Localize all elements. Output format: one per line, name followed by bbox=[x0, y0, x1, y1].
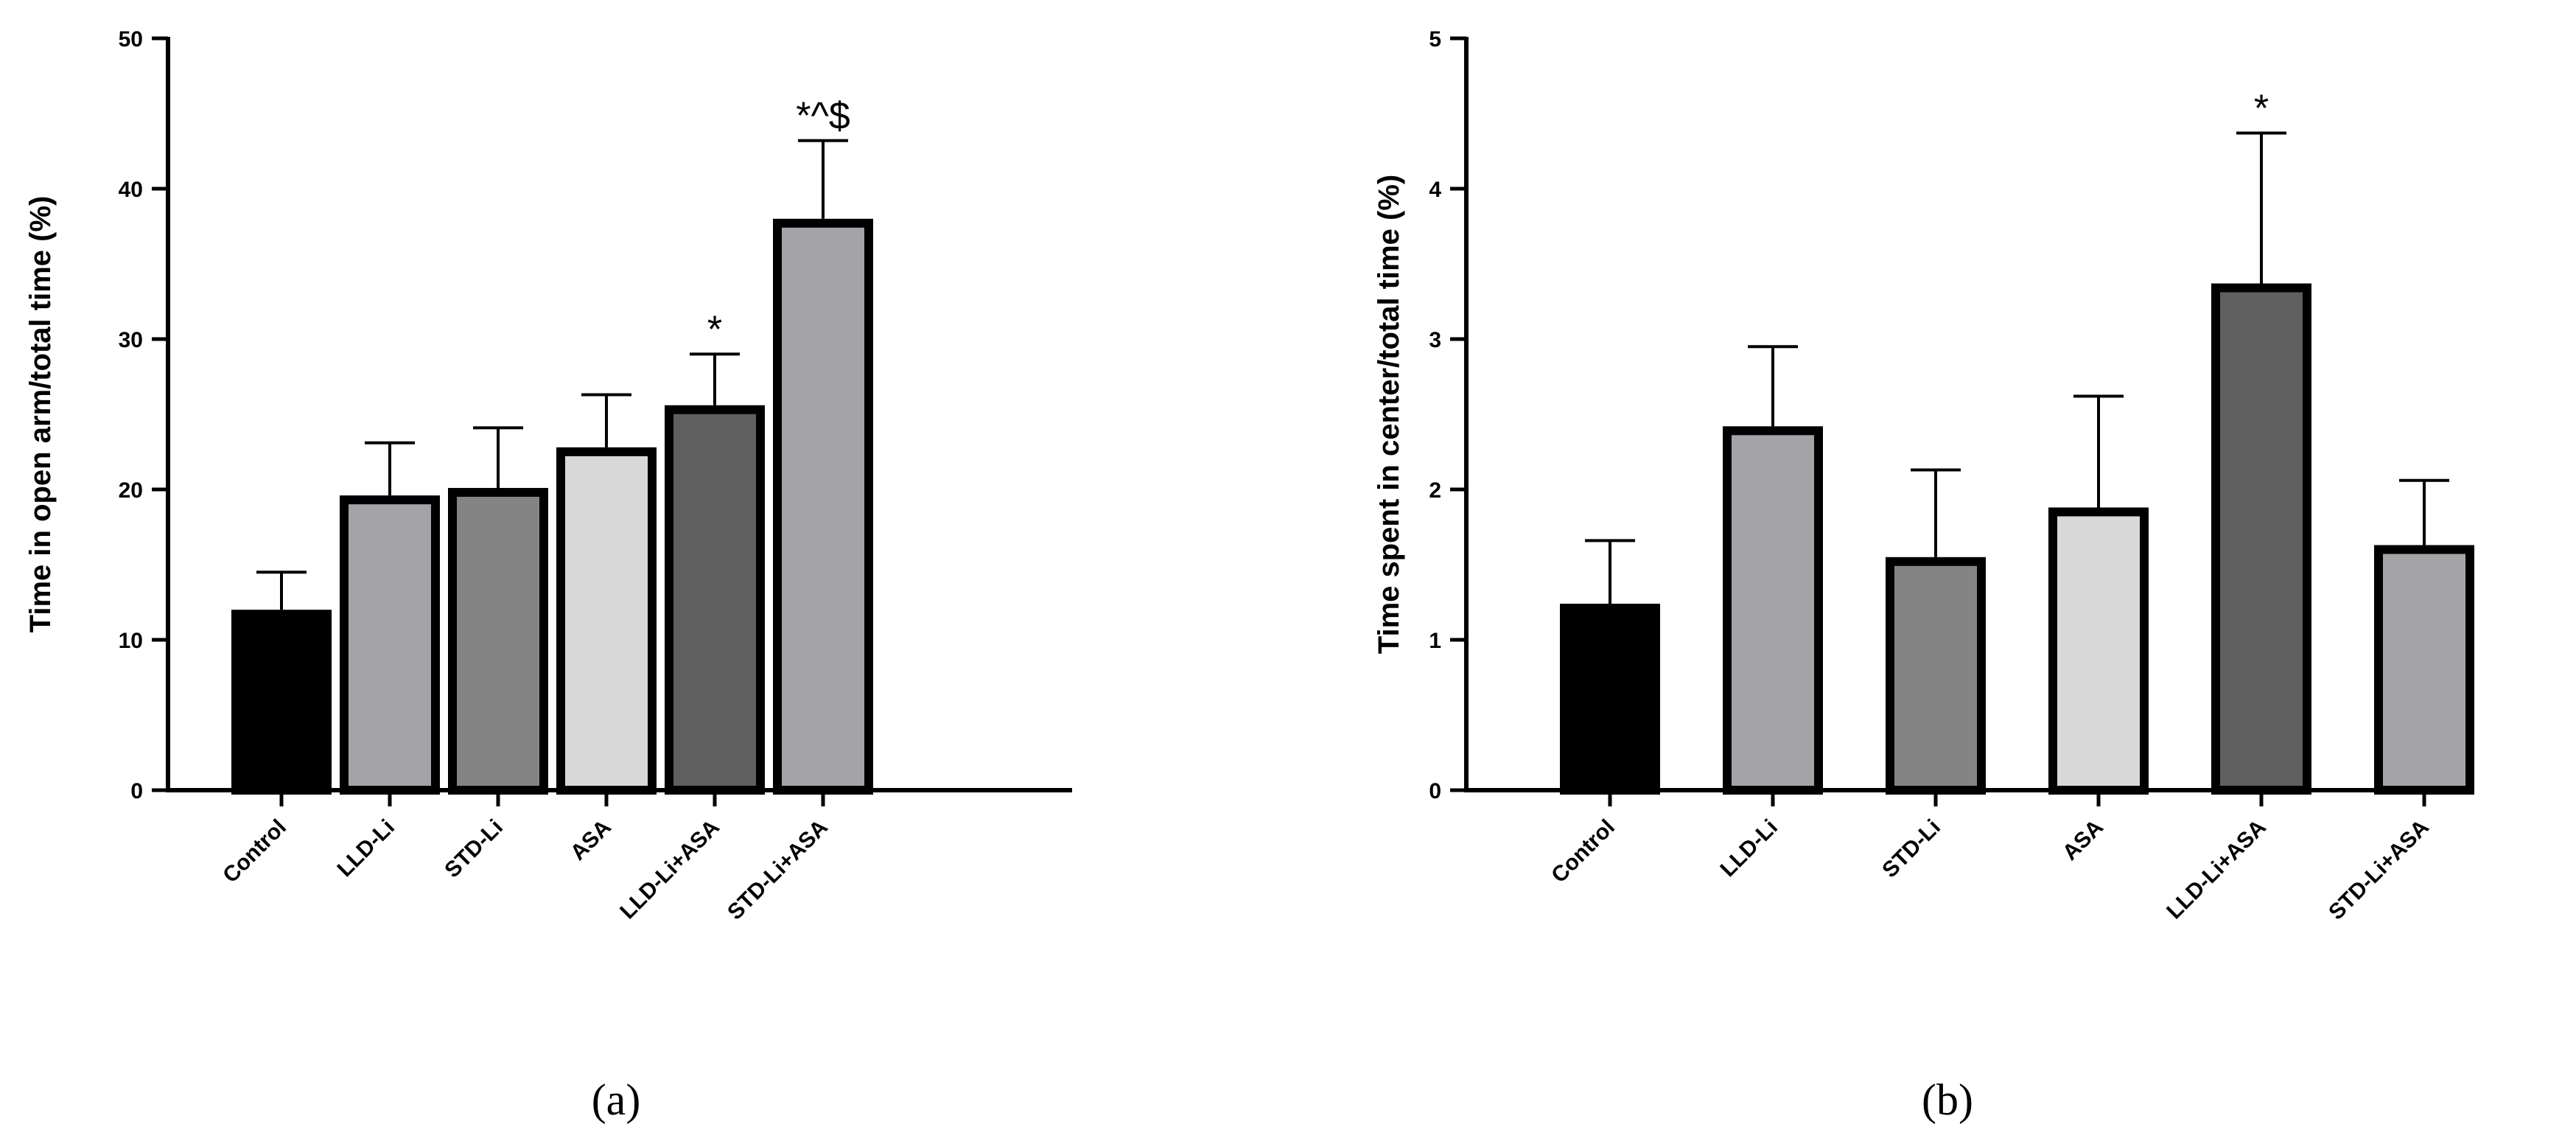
bar-lld-li bbox=[1723, 426, 1823, 795]
bar-std-li bbox=[1886, 557, 1986, 795]
x-category-label: ASA bbox=[2058, 815, 2108, 865]
bar-lld-li bbox=[340, 495, 440, 795]
y-tick-label: 0 bbox=[130, 779, 143, 803]
chart-panel-a: 0 10 20 30 40 50 Time in open arm/total time (… bbox=[24, 27, 1072, 1124]
x-category-label: LLD-Li bbox=[332, 815, 399, 882]
bar-std-li-asa bbox=[2374, 545, 2474, 795]
y-axis-title: Time spent in center/total time (%) bbox=[1373, 175, 1405, 655]
x-category-label: Control bbox=[1547, 815, 1620, 888]
x-category-label: LLD-Li+ASA bbox=[2162, 815, 2271, 924]
bar-lld-li-asa bbox=[2211, 283, 2311, 795]
y-tick-label: 1 bbox=[1429, 629, 1441, 653]
panel-label: (b) bbox=[1922, 1075, 1973, 1124]
x-category-label: Control bbox=[218, 815, 291, 888]
y-tick-label: 0 bbox=[1429, 779, 1441, 803]
chart-panel-b: 0 1 2 3 4 5 Time spent in center/total time (%… bbox=[1373, 27, 2474, 1124]
bar-std-li-asa bbox=[773, 218, 873, 795]
x-category-label: STD-Li bbox=[1877, 815, 1945, 883]
y-tick-label: 2 bbox=[1429, 478, 1441, 503]
bar-asa bbox=[556, 447, 657, 795]
significance-annotation: * bbox=[2254, 88, 2269, 130]
y-tick-label: 5 bbox=[1429, 27, 1441, 52]
panel-label: (a) bbox=[592, 1075, 641, 1124]
y-tick-label: 10 bbox=[119, 629, 143, 653]
y-tick-label: 50 bbox=[119, 27, 143, 52]
y-tick-label: 4 bbox=[1429, 178, 1441, 202]
significance-annotation: *^$ bbox=[796, 95, 850, 138]
x-category-label: LLD-Li+ASA bbox=[615, 815, 724, 924]
significance-annotation: * bbox=[707, 308, 722, 351]
y-tick-label: 30 bbox=[119, 328, 143, 352]
bar-lld-li-asa bbox=[665, 405, 765, 795]
bar-control bbox=[231, 610, 332, 795]
bar-std-li bbox=[448, 487, 548, 795]
x-category-label: STD-Li+ASA bbox=[723, 815, 833, 925]
x-category-label: STD-Li bbox=[440, 815, 508, 883]
bar-control bbox=[1560, 604, 1660, 795]
y-tick-label: 40 bbox=[119, 178, 143, 202]
bar-asa bbox=[2048, 507, 2149, 795]
x-category-label: LLD-Li bbox=[1715, 815, 1782, 882]
y-tick-label: 3 bbox=[1429, 328, 1441, 352]
y-tick-label: 20 bbox=[119, 478, 143, 503]
x-category-label: STD-Li+ASA bbox=[2324, 815, 2434, 925]
x-category-label: ASA bbox=[566, 815, 616, 865]
y-axis-title: Time in open arm/total time (%) bbox=[24, 196, 57, 633]
